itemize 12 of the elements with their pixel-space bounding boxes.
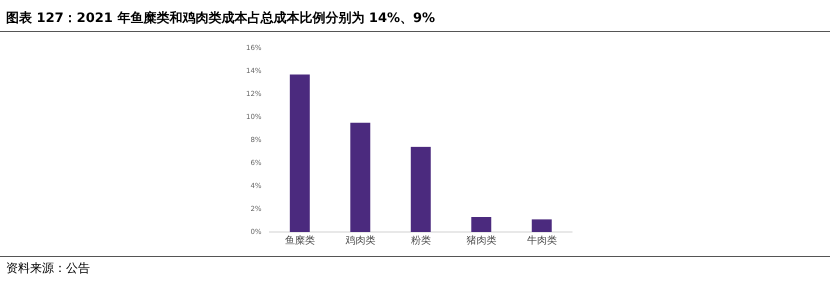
bar — [290, 74, 310, 232]
chart-title: 图表 127：2021 年鱼糜类和鸡肉类成本占总成本比例分别为 14%、9% — [6, 10, 436, 27]
bar — [532, 219, 552, 232]
x-tick-label: 鸡肉类 — [344, 234, 376, 247]
x-tick-label: 牛肉类 — [526, 234, 557, 247]
bar — [350, 122, 370, 232]
text: 资料来源：公告 — [6, 260, 90, 277]
bar — [410, 146, 431, 232]
bar — [471, 217, 492, 232]
x-tick-label: 鱼糜类 — [284, 234, 315, 247]
x-tick-label: 粉类 — [410, 234, 431, 247]
x-tick-label: 猪肉类 — [466, 234, 496, 247]
